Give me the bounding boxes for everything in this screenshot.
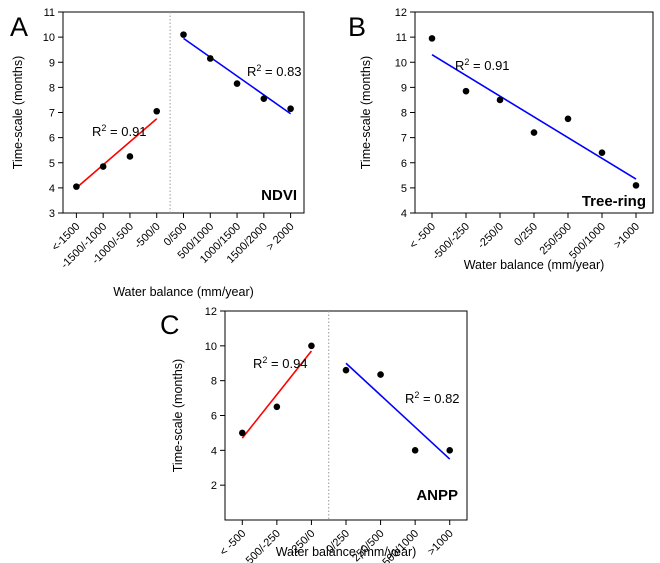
r2-label: R2 = 0.82	[405, 390, 460, 406]
x-tick-label: -250/0	[476, 221, 507, 252]
y-tick-label: 10	[43, 32, 55, 44]
data-point	[73, 183, 80, 190]
y-axis-label: Time-scale (months)	[359, 56, 373, 169]
panel-letter: B	[348, 12, 366, 42]
y-tick-label: 4	[211, 445, 217, 457]
y-tick-label: 11	[396, 32, 407, 44]
y-tick-label: 4	[401, 208, 407, 220]
y-tick-label: 9	[49, 57, 55, 69]
data-point	[462, 87, 470, 95]
y-tick-label: 7	[401, 133, 407, 145]
data-point	[238, 429, 246, 437]
panel-letter: C	[160, 310, 180, 340]
data-point	[428, 35, 436, 42]
y-tick-label: 6	[49, 133, 55, 145]
data-point	[496, 96, 504, 104]
y-tick-label: 12	[395, 7, 407, 19]
x-tick-label: -500/0	[132, 221, 163, 252]
y-tick-label: 3	[49, 208, 55, 220]
y-tick-label: 2	[211, 480, 217, 492]
data-point	[342, 366, 350, 374]
y-tick-label: 10	[395, 57, 407, 69]
fit-line	[75, 118, 158, 189]
fit-line	[183, 37, 292, 115]
y-tick-label: 10	[205, 341, 217, 353]
data-point	[99, 163, 107, 170]
y-tick-label: 11	[44, 7, 55, 19]
data-point	[564, 115, 572, 123]
x-tick-label: 500/1000	[567, 221, 608, 262]
data-point	[206, 55, 214, 62]
y-tick-label: 8	[211, 376, 217, 388]
data-point	[233, 80, 241, 87]
data-point	[260, 95, 268, 102]
data-point	[446, 447, 454, 454]
data-point	[598, 149, 606, 156]
panel-tag: ANPP	[416, 487, 458, 504]
panel-a: 34567891011<-1500-1500/-1000-1000/-500-5…	[10, 7, 305, 299]
data-point	[273, 403, 281, 411]
y-tick-label: 4	[49, 183, 55, 195]
data-point	[632, 182, 640, 189]
data-point	[530, 129, 538, 136]
data-point	[180, 31, 187, 38]
y-tick-label: 6	[401, 158, 407, 170]
panel-tag: NDVI	[261, 187, 297, 204]
y-tick-label: 6	[211, 411, 217, 423]
plot-frame	[62, 11, 305, 214]
r2-label: R2 = 0.91	[92, 123, 147, 139]
y-tick-label: 7	[49, 108, 55, 120]
x-axis-label: Water balance (mm/year)	[464, 258, 605, 272]
x-tick-label: > 2000	[264, 221, 296, 253]
x-axis-label: Water balance (mm/year)	[276, 545, 417, 559]
r2-label: R2 = 0.91	[455, 57, 510, 73]
r2-label: R2 = 0.94	[253, 355, 308, 371]
x-tick-label: < -500	[218, 528, 249, 559]
y-axis-label: Time-scale (months)	[171, 359, 185, 472]
y-tick-label: 8	[401, 108, 407, 120]
y-axis-label: Time-scale (months)	[11, 56, 25, 169]
x-tick-label: < -500	[407, 221, 438, 252]
data-point	[153, 107, 161, 115]
x-tick-label: >1000	[612, 221, 642, 251]
y-tick-label: 5	[401, 183, 407, 195]
x-tick-label: -500/-250	[430, 221, 472, 263]
data-point	[308, 342, 315, 350]
y-tick-label: 8	[49, 82, 55, 94]
y-tick-label: 5	[49, 158, 55, 170]
panel-tag: Tree-ring	[582, 193, 646, 210]
r2-label: R2 = 0.83	[247, 63, 302, 79]
fit-line	[241, 350, 313, 439]
x-tick-label: >1000	[425, 528, 455, 558]
panel-letter: A	[10, 12, 28, 42]
plot-frame	[414, 11, 654, 214]
fit-line	[431, 54, 637, 180]
data-point	[287, 105, 294, 113]
y-tick-label: 9	[401, 82, 407, 94]
y-tick-label: 12	[205, 306, 217, 318]
data-point	[411, 447, 419, 454]
x-axis-label: Water balance (mm/year)	[113, 285, 254, 299]
fit-line	[345, 362, 451, 460]
data-point	[126, 153, 134, 160]
x-tick-label: 0/250	[512, 221, 540, 249]
data-point	[377, 371, 384, 378]
